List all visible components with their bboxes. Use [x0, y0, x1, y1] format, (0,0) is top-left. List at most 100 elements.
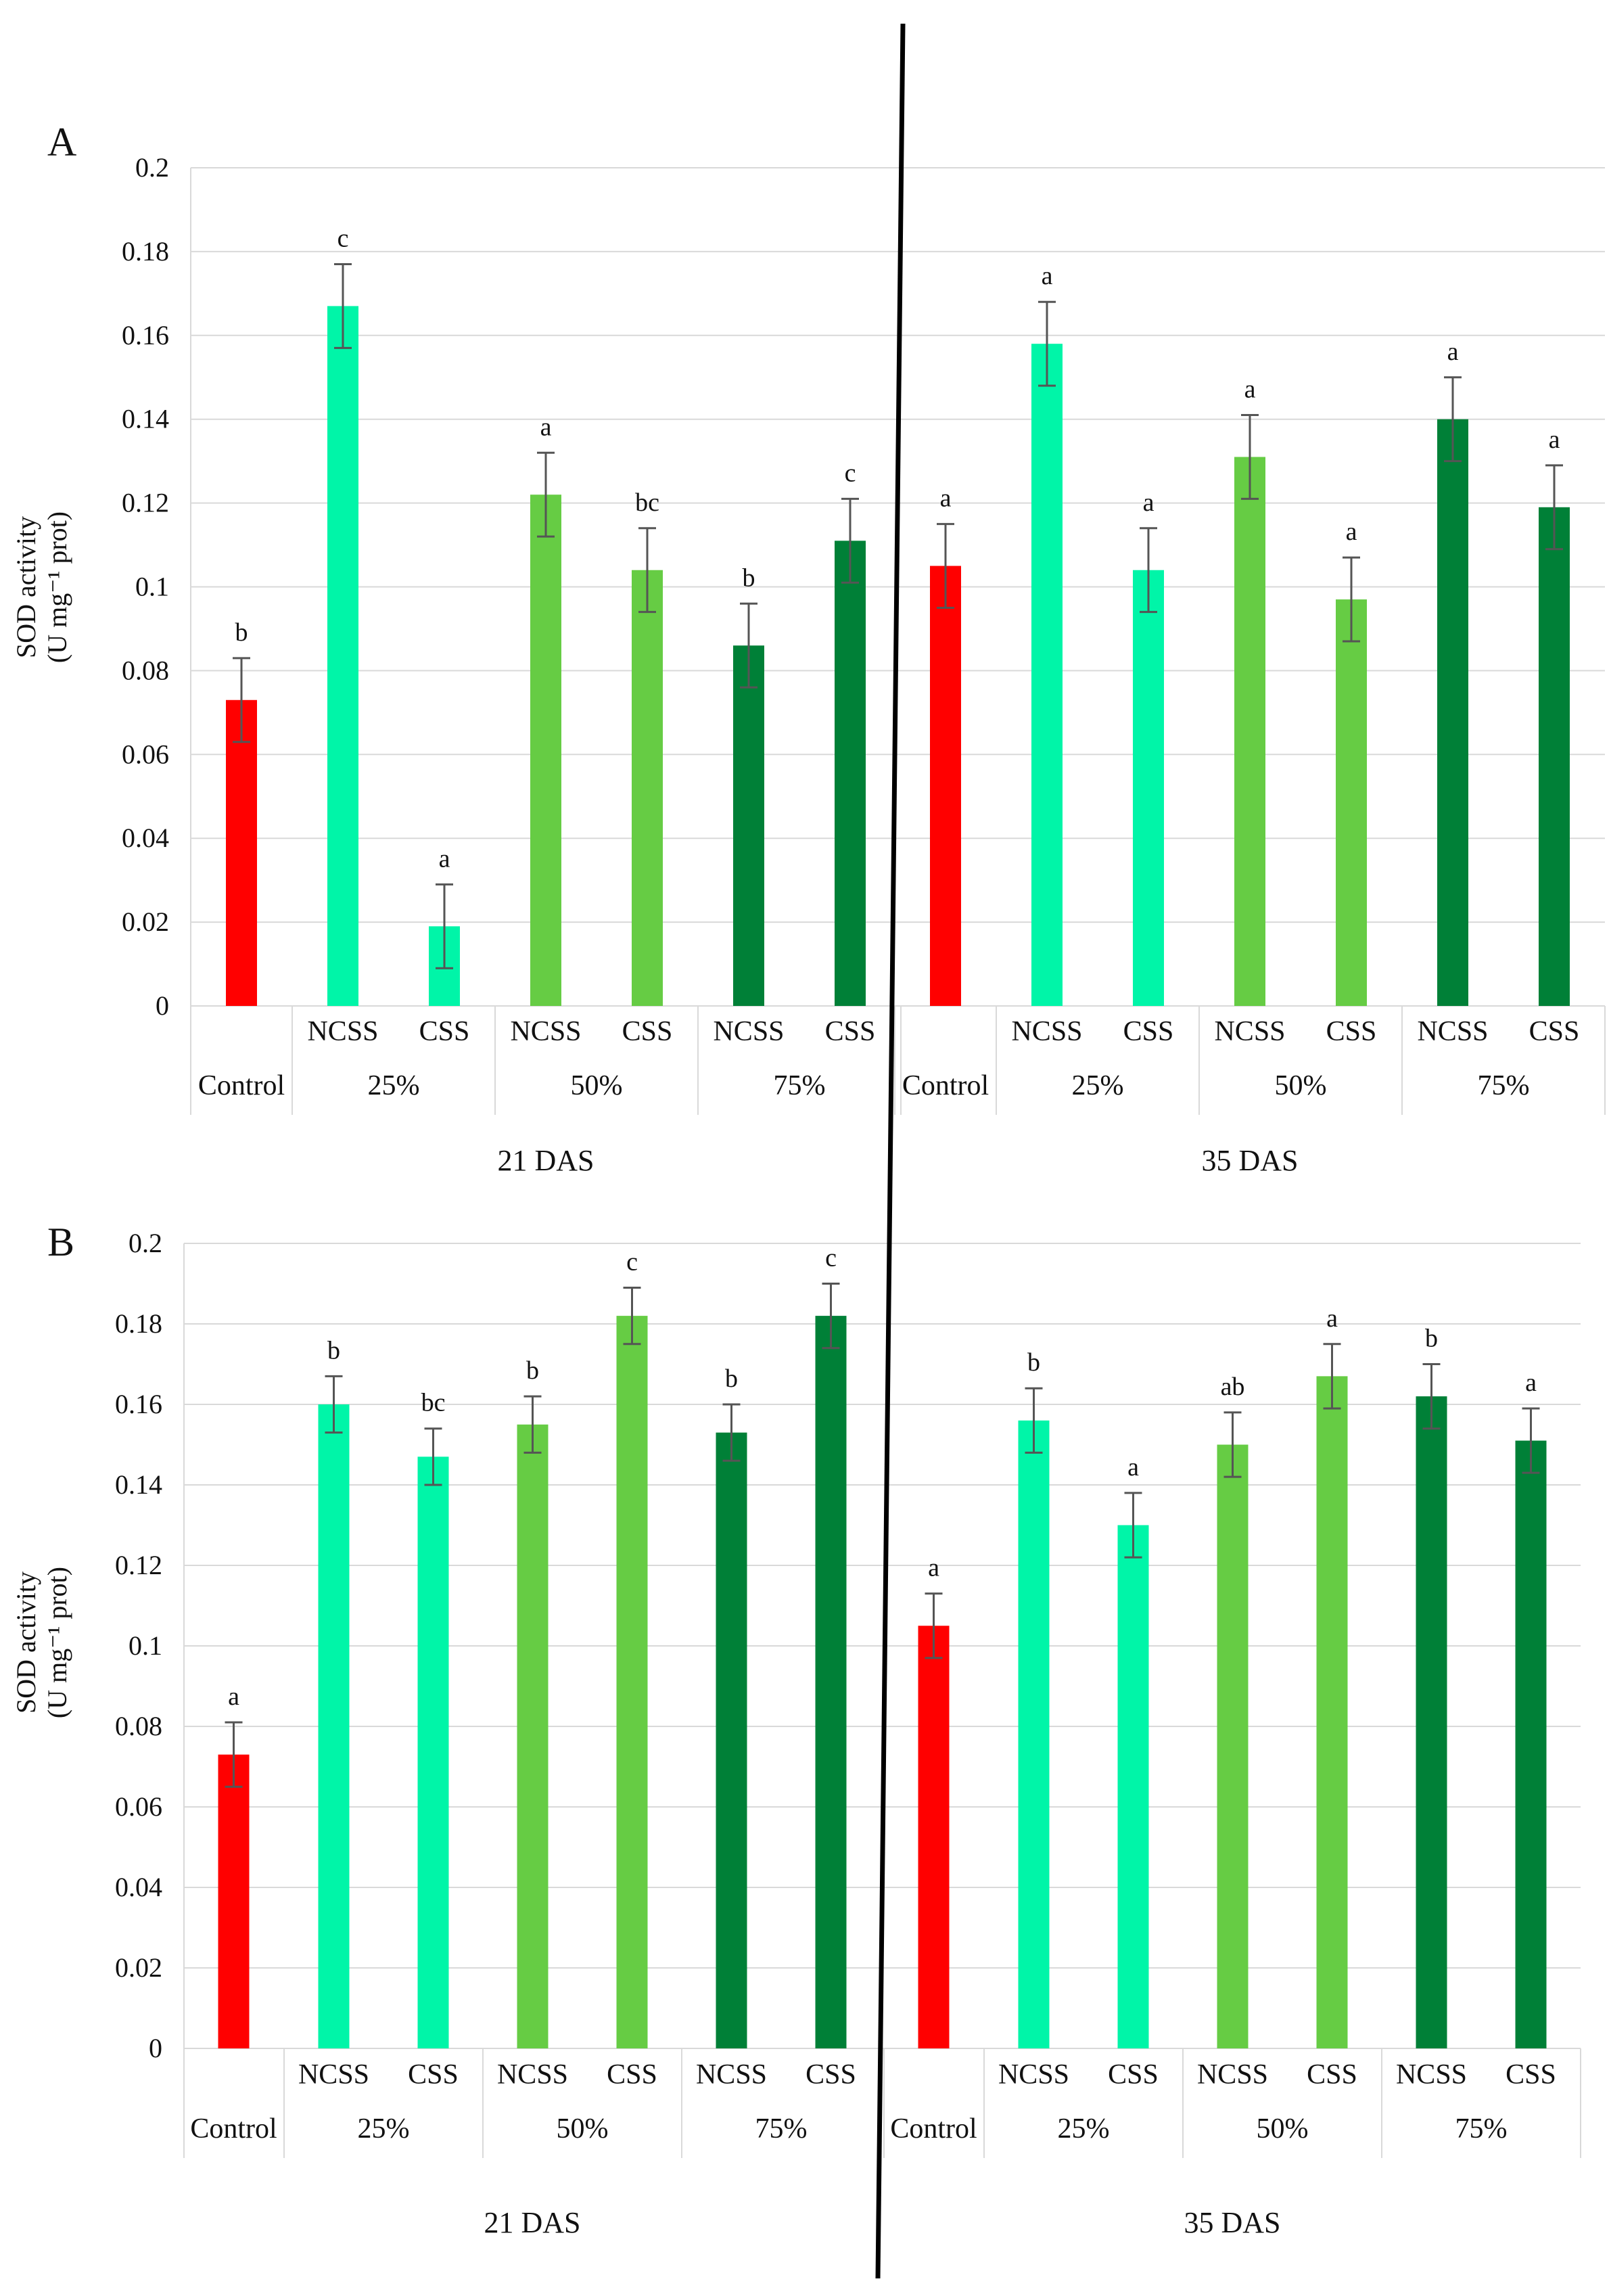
panel-letter: B — [47, 1220, 74, 1264]
y-tick-label: 0.14 — [122, 404, 169, 434]
sludge-type-label: CSS — [408, 2059, 459, 2090]
sludge-type-label: CSS — [806, 2059, 856, 2090]
bar — [1031, 344, 1063, 1006]
sludge-type-label: CSS — [419, 1016, 470, 1047]
significance-letter: a — [1447, 338, 1459, 366]
bar — [1234, 457, 1265, 1006]
significance-letter: a — [1549, 426, 1560, 454]
sludge-type-label: NCSS — [1417, 1016, 1488, 1047]
treatment-label: 50% — [557, 2113, 609, 2144]
treatment-label: 75% — [774, 1070, 826, 1101]
y-tick-label: 0.2 — [129, 1228, 162, 1258]
sludge-type-label: NCSS — [298, 2059, 369, 2090]
sludge-type-label: CSS — [1108, 2059, 1159, 2090]
significance-letter: b — [1425, 1325, 1438, 1353]
bar — [733, 645, 764, 1006]
sludge-type-label: CSS — [1529, 1016, 1580, 1047]
y-tick-label: 0.1 — [129, 1630, 162, 1661]
y-axis-label: SOD activity — [11, 516, 41, 658]
y-tick-label: 0.18 — [115, 1308, 162, 1339]
bar — [835, 541, 866, 1006]
bar — [226, 699, 257, 1006]
y-axis-unit-label: (U mg⁻¹ prot) — [42, 1567, 72, 1718]
bar — [1336, 599, 1367, 1006]
treatment-label: 75% — [1478, 1070, 1530, 1101]
y-tick-label: 0.12 — [122, 488, 169, 518]
significance-letter: a — [940, 484, 952, 513]
significance-letter: a — [439, 844, 450, 873]
sludge-type-label: CSS — [622, 1016, 673, 1047]
days-after-sowing-label: 35 DAS — [1201, 1144, 1298, 1177]
bar — [1117, 1525, 1149, 2048]
y-tick-label: 0.12 — [115, 1550, 162, 1580]
sludge-type-label: NCSS — [998, 2059, 1069, 2090]
significance-letter: a — [1042, 262, 1053, 290]
days-after-sowing-label: 21 DAS — [484, 2206, 580, 2239]
sludge-type-label: NCSS — [1197, 2059, 1268, 2090]
sludge-type-label: NCSS — [713, 1016, 784, 1047]
bar — [616, 1316, 648, 2048]
significance-letter: bc — [635, 488, 659, 517]
significance-letter: b — [526, 1356, 539, 1385]
y-tick-label: 0.08 — [122, 655, 169, 685]
y-tick-label: 0.06 — [122, 739, 169, 769]
sludge-type-label: CSS — [1506, 2059, 1556, 2090]
y-tick-label: 0.14 — [115, 1469, 162, 1500]
y-tick-label: 0 — [149, 2033, 162, 2063]
treatment-label: 75% — [1455, 2113, 1508, 2144]
bar — [1515, 1440, 1547, 2048]
y-tick-label: 0.1 — [135, 572, 169, 602]
significance-letter: ab — [1221, 1373, 1245, 1401]
sludge-type-label: NCSS — [510, 1016, 581, 1047]
significance-letter: a — [1346, 518, 1357, 546]
bar — [530, 495, 561, 1006]
bar — [815, 1316, 847, 2048]
y-tick-label: 0.02 — [122, 906, 169, 937]
bar — [1316, 1376, 1348, 2048]
y-tick-label: 0.16 — [115, 1389, 162, 1419]
significance-letter: a — [928, 1554, 939, 1582]
significance-letter: c — [337, 224, 349, 252]
sludge-type-label: CSS — [607, 2059, 657, 2090]
treatment-label: Control — [190, 2113, 277, 2144]
significance-letter: a — [1525, 1369, 1537, 1397]
treatment-label: Control — [902, 1070, 989, 1101]
bar — [1217, 1444, 1249, 2048]
significance-letter: b — [235, 618, 248, 647]
treatment-label: 25% — [1058, 2113, 1110, 2144]
sludge-type-label: NCSS — [1214, 1016, 1285, 1047]
significance-letter: b — [743, 564, 755, 592]
significance-letter: a — [1326, 1304, 1338, 1333]
bar — [1437, 419, 1468, 1006]
treatment-label: 25% — [1072, 1070, 1124, 1101]
y-tick-label: 0.06 — [115, 1791, 162, 1822]
significance-letter: c — [845, 459, 856, 487]
y-tick-label: 0.18 — [122, 236, 169, 267]
days-after-sowing-label: 21 DAS — [497, 1144, 594, 1177]
y-tick-label: 0.04 — [115, 1872, 162, 1902]
bar — [930, 566, 961, 1006]
treatment-label: 25% — [368, 1070, 420, 1101]
bar — [417, 1456, 449, 2048]
sludge-type-label: CSS — [1123, 1016, 1174, 1047]
bar — [218, 1754, 250, 2048]
panel-b-chart: 0 0.02 0.04 0.06 0.08 0.1 0.12 0.14 0.16 0.18 0.2 B… — [11, 1220, 1581, 2239]
significance-letter: bc — [421, 1389, 446, 1417]
significance-letter: a — [540, 413, 552, 441]
sludge-type-label: NCSS — [696, 2059, 767, 2090]
bar — [1133, 570, 1164, 1006]
sludge-type-label: NCSS — [307, 1016, 378, 1047]
significance-letter: b — [1027, 1348, 1040, 1377]
bar — [632, 570, 663, 1006]
bar — [1539, 507, 1570, 1006]
sludge-type-label: CSS — [1326, 1016, 1377, 1047]
sludge-type-label: CSS — [1307, 2059, 1357, 2090]
bar — [318, 1404, 350, 2048]
significance-letter: c — [626, 1247, 638, 1276]
bar — [1018, 1420, 1050, 2048]
treatment-label: Control — [198, 1070, 285, 1101]
treatment-label: 50% — [1275, 1070, 1327, 1101]
bar — [517, 1424, 549, 2048]
y-axis-label: SOD activity — [11, 1571, 41, 1714]
